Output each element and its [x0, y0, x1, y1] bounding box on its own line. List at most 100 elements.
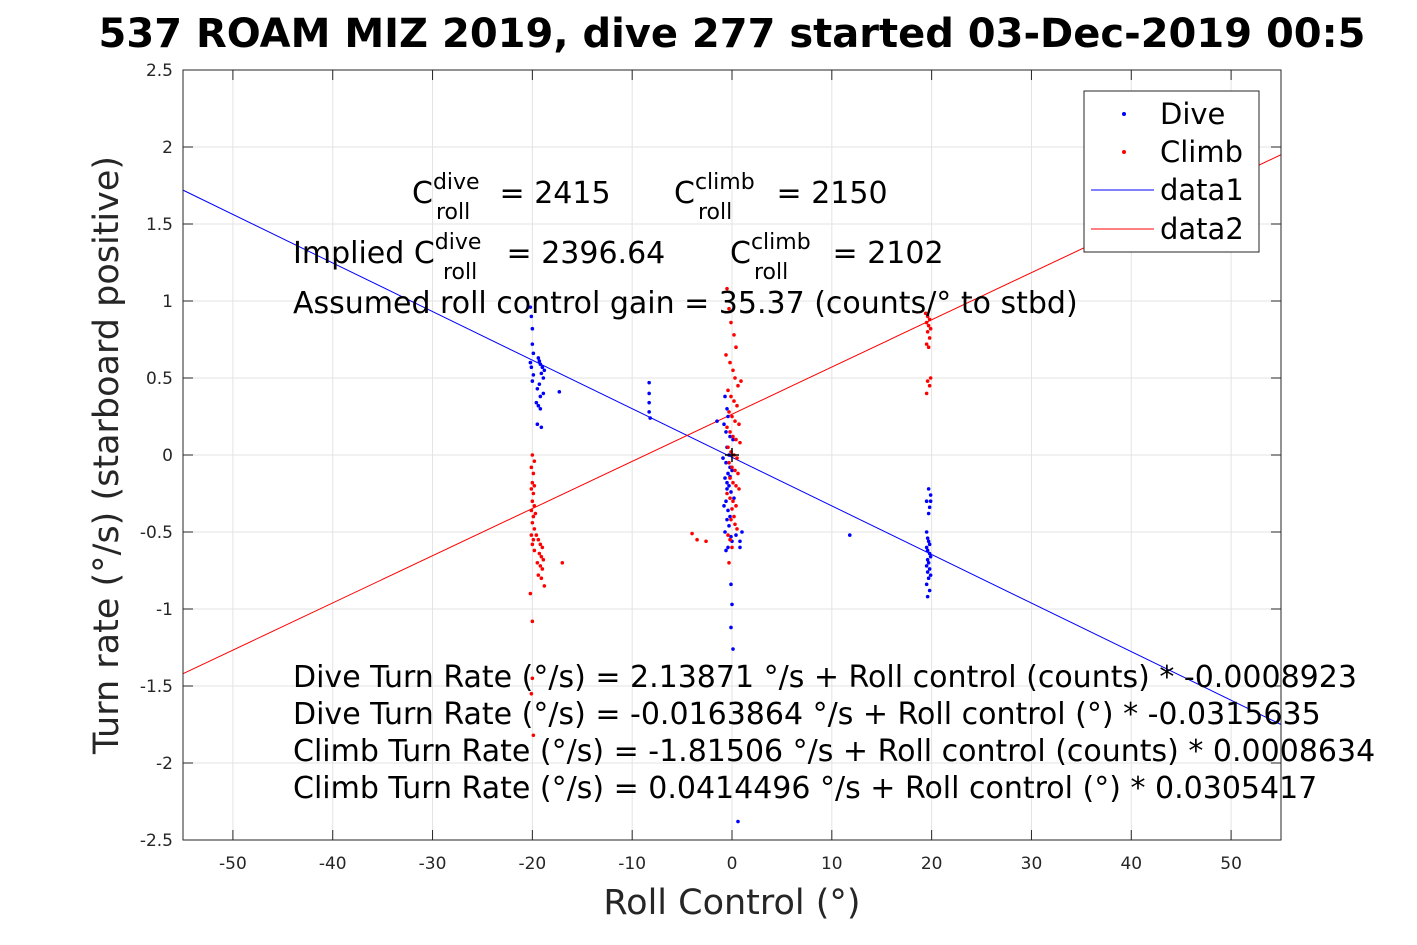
- y-axis-ticks: 2.5 2 1.5 1 0.5 0 -0.5 -1 -1.5 -2 -2.5: [140, 61, 1281, 851]
- point-climb: [528, 591, 533, 596]
- legend-label-climb: Climb: [1160, 135, 1243, 169]
- point-dive: [732, 496, 736, 500]
- point-climb: [928, 326, 933, 331]
- point-climb: [533, 511, 538, 516]
- point-dive: [925, 570, 930, 574]
- y-tick-label: -1.5: [140, 677, 173, 697]
- point-dive: [927, 542, 932, 547]
- annotation-equation-3: Climb Turn Rate (°/s) = -1.81506 °/s + R…: [293, 734, 1375, 769]
- point-dive: [925, 557, 930, 562]
- point-dive: [925, 536, 930, 540]
- y-tick-label: -2.5: [140, 831, 173, 851]
- point-climb: [925, 314, 930, 319]
- point-climb: [728, 496, 732, 500]
- point-climb: [730, 545, 734, 550]
- point-climb: [727, 460, 731, 465]
- point-climb: [725, 491, 729, 496]
- point-climb: [734, 504, 738, 508]
- point-climb: [738, 440, 742, 445]
- c-dive-superscript: dive: [433, 170, 480, 195]
- point-dive: [535, 386, 540, 391]
- legend-label-data1: data1: [1160, 173, 1244, 207]
- point-dive: [731, 647, 735, 651]
- point-dive: [927, 588, 932, 593]
- x-tick-label: -30: [419, 854, 447, 874]
- annotation-c-dive: Cdive roll = 2415: [412, 170, 611, 225]
- point-dive: [721, 456, 725, 460]
- point-dive: [926, 561, 931, 565]
- point-climb: [534, 533, 539, 537]
- implied-climb-subscript: roll: [754, 260, 788, 285]
- point-climb: [731, 434, 735, 439]
- point-climb: [735, 527, 739, 531]
- point-dive: [557, 390, 562, 394]
- point-climb: [731, 480, 735, 485]
- implied-climb-base: C: [730, 236, 751, 271]
- point-climb: [728, 476, 732, 480]
- point-dive: [927, 551, 932, 556]
- point-climb: [736, 383, 740, 388]
- point-climb: [540, 545, 545, 550]
- point-dive: [738, 539, 742, 544]
- point-climb: [704, 539, 708, 544]
- c-climb-superscript: climb: [695, 170, 755, 195]
- point-dive: [847, 533, 852, 537]
- point-dive: [530, 379, 535, 383]
- c-dive-subscript: roll: [436, 200, 470, 225]
- point-climb: [731, 499, 735, 504]
- point-dive: [541, 376, 546, 380]
- legend-marker-dive: [1122, 112, 1126, 116]
- point-dive: [927, 505, 932, 510]
- point-climb: [733, 376, 737, 380]
- point-dive: [726, 508, 730, 513]
- point-climb: [530, 480, 535, 485]
- point-dive: [531, 373, 536, 377]
- y-tick-label: -1: [156, 600, 173, 620]
- x-tick-label: -20: [518, 854, 546, 874]
- y-tick-label: 2: [162, 138, 173, 158]
- point-climb: [537, 551, 542, 556]
- point-dive: [925, 594, 930, 599]
- point-climb: [532, 504, 537, 508]
- point-climb: [925, 379, 930, 383]
- point-dive: [724, 430, 728, 434]
- point-climb: [536, 573, 541, 577]
- annotation-equation-4: Climb Turn Rate (°/s) = 0.0414496 °/s + …: [293, 771, 1317, 806]
- implied-dive-superscript: dive: [435, 230, 482, 255]
- annotation-equation-2: Dive Turn Rate (°/s) = -0.0163864 °/s + …: [293, 697, 1321, 732]
- point-climb: [733, 419, 737, 423]
- point-dive: [529, 314, 534, 319]
- point-dive: [738, 545, 742, 550]
- point-climb: [725, 425, 729, 430]
- point-climb: [733, 522, 737, 527]
- point-climb: [739, 379, 743, 383]
- point-dive: [729, 534, 733, 539]
- point-dive: [927, 567, 932, 571]
- point-climb: [535, 561, 540, 565]
- point-climb: [726, 388, 730, 393]
- point-climb: [530, 619, 535, 624]
- point-climb: [924, 391, 929, 396]
- c-climb-base: C: [674, 176, 695, 211]
- point-dive: [928, 499, 933, 504]
- point-climb: [728, 360, 732, 365]
- point-dive: [648, 416, 652, 420]
- point-dive: [728, 434, 732, 439]
- point-dive: [529, 365, 534, 370]
- point-climb: [924, 320, 929, 325]
- point-dive: [530, 326, 535, 331]
- point-climb: [732, 399, 736, 403]
- point-dive: [647, 410, 651, 414]
- x-tick-label: 20: [921, 854, 943, 874]
- point-climb: [541, 557, 546, 562]
- point-dive: [528, 360, 533, 365]
- x-axis-ticks: -50 -40 -30 -20 -10 0 10 20 30 40 50: [219, 70, 1242, 874]
- point-dive: [724, 499, 728, 504]
- point-climb: [529, 533, 534, 537]
- point-dive: [540, 365, 545, 370]
- point-dive: [731, 437, 735, 442]
- point-climb: [729, 517, 733, 522]
- point-dive: [647, 391, 651, 396]
- point-climb: [560, 561, 565, 565]
